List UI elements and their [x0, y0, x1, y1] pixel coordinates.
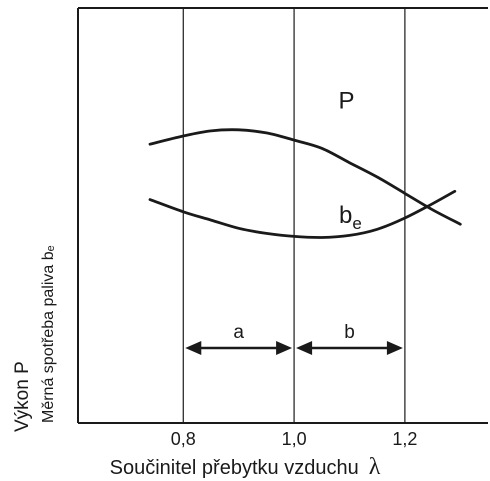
x-tick-labels: 0,8 1,0 1,2 [171, 429, 418, 449]
data-curves [148, 128, 462, 239]
x-tick-label-1: 1,0 [282, 429, 307, 449]
curve-labels: Pbe [339, 87, 362, 233]
series-label-be: be [339, 202, 362, 233]
range-label-b: b [344, 322, 355, 343]
range-arrow-left-b [296, 341, 313, 355]
grid-lines [182, 8, 406, 423]
x-axis-label: Součinitel přebytku vzduchu λ [110, 454, 381, 480]
series-label-p: P [339, 87, 355, 114]
y-axis-label-consumption: Měrná spotřeba paliva bₑ [40, 245, 57, 423]
x-tick-label-2: 1,2 [392, 429, 417, 449]
y-axis-label-power: Výkon P [12, 361, 33, 432]
range-arrow-right-a [276, 341, 293, 355]
series-line-p [148, 128, 462, 226]
series-line-be [148, 189, 457, 239]
range-arrow-right-b [386, 341, 403, 355]
range-label-a: a [233, 322, 244, 343]
x-tick-label-0: 0,8 [171, 429, 196, 449]
range-arrow-left-a [185, 341, 202, 355]
